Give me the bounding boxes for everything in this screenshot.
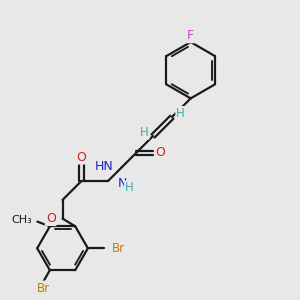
Text: N: N (117, 177, 127, 190)
Text: F: F (187, 29, 194, 42)
Text: O: O (76, 151, 86, 164)
Text: H: H (140, 126, 149, 139)
Text: H: H (125, 182, 134, 194)
Text: CH₃: CH₃ (11, 215, 32, 225)
Text: Br: Br (37, 281, 50, 295)
Text: H: H (176, 107, 185, 120)
Text: O: O (155, 146, 165, 159)
Text: Br: Br (112, 242, 125, 255)
Text: O: O (46, 212, 56, 225)
Text: HN: HN (94, 160, 113, 173)
